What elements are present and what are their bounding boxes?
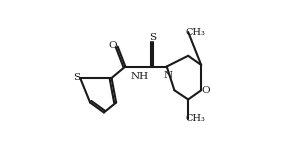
Text: CH₃: CH₃ [185, 114, 205, 123]
Text: S: S [73, 73, 80, 83]
Text: O: O [201, 86, 210, 95]
Text: N: N [164, 71, 173, 80]
Text: O: O [109, 41, 117, 50]
Text: CH₃: CH₃ [185, 27, 205, 37]
Text: NH: NH [130, 72, 148, 81]
Text: S: S [149, 33, 156, 42]
